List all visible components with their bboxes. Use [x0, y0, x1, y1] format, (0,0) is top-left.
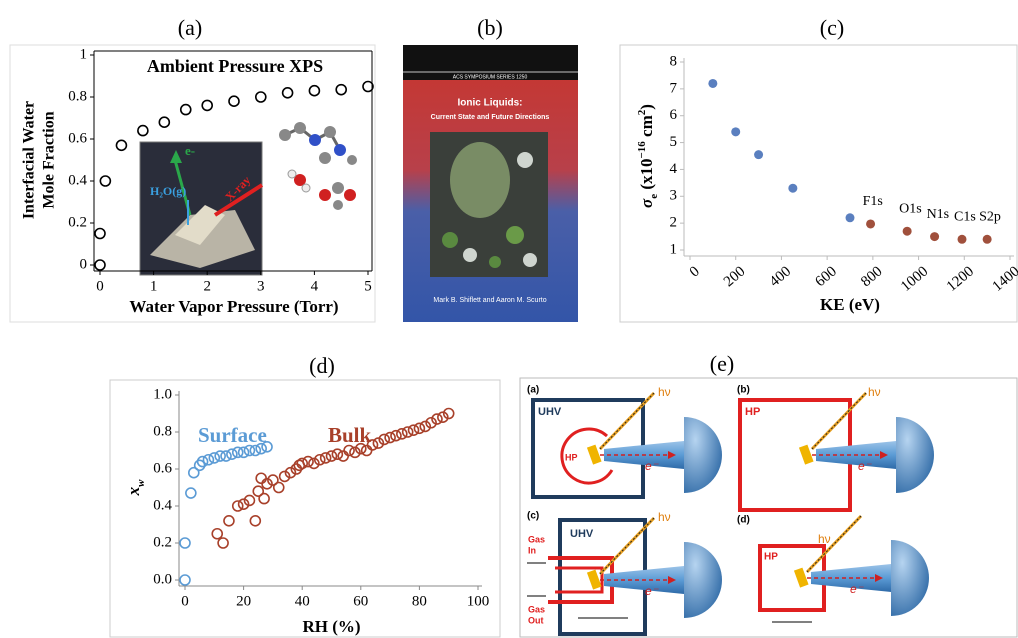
y-tick-label: 0.2 [153, 534, 172, 550]
y-axis-label-part: x [124, 486, 143, 496]
legend-label: Bulk [328, 423, 372, 447]
gas-label: Gas [528, 534, 545, 544]
point-label: C1s [954, 209, 976, 224]
chamber-label: UHV [538, 406, 562, 418]
page: {"panel_labels": ["(a)", "(b)", "(c)", "… [0, 0, 1018, 638]
y-axis-label: Mole Fraction [41, 111, 58, 208]
chamber-label: HP [764, 552, 778, 563]
electron-label: e⁻ [645, 584, 660, 598]
y-tick-label: 0.4 [68, 172, 87, 188]
x-axis-label: KE (eV) [820, 295, 880, 314]
y-axis-label-part: ) [637, 104, 656, 110]
point-label: O1s [899, 201, 922, 216]
y-tick-label: 4 [670, 161, 678, 177]
y-tick-label: 0.6 [68, 130, 87, 146]
y-tick-label: 0.8 [68, 88, 87, 104]
x-axis-label: RH (%) [302, 617, 360, 636]
book-cover: ACS SYMPOSIUM SERIES 1250 Ionic Liquids:… [403, 45, 578, 322]
x-tick-label: 2 [203, 278, 211, 294]
y-tick-label: 0.8 [153, 423, 172, 439]
book-series: ACS SYMPOSIUM SERIES 1250 [453, 74, 528, 80]
panel-frame [520, 378, 1017, 637]
electron-label: e⁻ [858, 459, 873, 473]
electron-label: e⁻ [850, 582, 865, 596]
inset-label: H₂O(g) [150, 184, 186, 198]
chamber-label: HP [745, 406, 760, 418]
beam-label: hν [658, 510, 671, 524]
point [788, 184, 797, 193]
y-tick-label: 0.6 [153, 460, 172, 476]
y-tick-label: 1 [80, 46, 88, 62]
point [930, 232, 939, 241]
x-tick-label: 5 [364, 278, 372, 294]
y-axis-label-part: cm [637, 115, 656, 141]
y-axis-label: Interfacial Water [21, 101, 38, 219]
electron-label: e⁻ [645, 459, 660, 473]
x-tick-label: 1 [150, 278, 158, 294]
point [958, 235, 967, 244]
y-tick-label: 8 [670, 53, 678, 69]
y-tick-label: 6 [670, 107, 678, 123]
point-label: S2p [979, 209, 1001, 224]
y-axis-label-part: (x10 [637, 158, 656, 193]
y-tick-label: 0.4 [153, 497, 172, 513]
y-axis-label-part: −16 [636, 141, 648, 159]
y-tick-label: 0 [80, 256, 88, 272]
book-subtitle: Current State and Future Directions [431, 114, 550, 121]
x-tick-label: 60 [353, 593, 368, 609]
x-tick-label: 4 [311, 278, 319, 294]
chart-title: Ambient Pressure XPS [147, 56, 323, 76]
x-tick-label: 20 [236, 593, 251, 609]
chamber-label: UHV [570, 528, 594, 540]
book-authors: Mark B. Shiflett and Aaron M. Scurto [433, 297, 546, 304]
beam-label: hν [658, 385, 671, 399]
gas-label: Gas [528, 604, 545, 614]
gas-label: Out [528, 615, 544, 625]
x-tick-label: 100 [467, 593, 490, 609]
point [708, 79, 717, 88]
x-tick-label: 40 [295, 593, 310, 609]
y-axis-label-part: w [135, 479, 147, 487]
book-title: Ionic Liquids: [458, 98, 523, 109]
subpanel-label: (c) [527, 511, 539, 522]
y-tick-label: 7 [670, 80, 678, 96]
x-axis-label: Water Vapor Pressure (Torr) [129, 297, 338, 316]
subpanel-label: (a) [527, 385, 539, 396]
y-tick-label: 1.0 [153, 386, 172, 402]
x-tick-label: 80 [412, 593, 427, 609]
y-tick-label: 5 [670, 134, 678, 150]
panel-label: (a) [178, 15, 202, 40]
y-tick-label: 2 [670, 215, 678, 231]
point [754, 150, 763, 159]
y-tick-label: 1 [670, 241, 678, 257]
point [846, 213, 855, 222]
point [731, 127, 740, 136]
legend-label: Surface [198, 423, 267, 447]
x-tick-label: 0 [96, 278, 104, 294]
cell-label: HP [565, 452, 578, 462]
panel-label: (e) [710, 351, 734, 376]
point [983, 235, 992, 244]
point-label: N1s [927, 207, 950, 222]
y-tick-label: 3 [670, 188, 678, 204]
inset-label: e- [185, 143, 195, 158]
point [866, 219, 875, 228]
point [903, 227, 912, 236]
y-tick-label: 0.2 [68, 214, 87, 230]
x-tick-label: 0 [181, 593, 189, 609]
gas-label: In [528, 545, 536, 555]
figure: (a) (b) (c) (d) (e) e- H₂O(g) X-ray ACS … [0, 0, 1018, 638]
beam-label: hν [868, 385, 881, 399]
panel-label: (d) [309, 353, 335, 378]
subpanel-label: (b) [737, 385, 750, 396]
inset-photo: e- H₂O(g) X-ray [140, 142, 262, 275]
y-tick-label: 0.0 [153, 571, 172, 587]
beam-label: hν [818, 532, 831, 546]
panel-label: (c) [820, 15, 844, 40]
x-tick-label: 3 [257, 278, 265, 294]
point-label: F1s [863, 194, 883, 209]
panel-label: (b) [477, 15, 503, 40]
subpanel-label: (d) [737, 515, 750, 526]
